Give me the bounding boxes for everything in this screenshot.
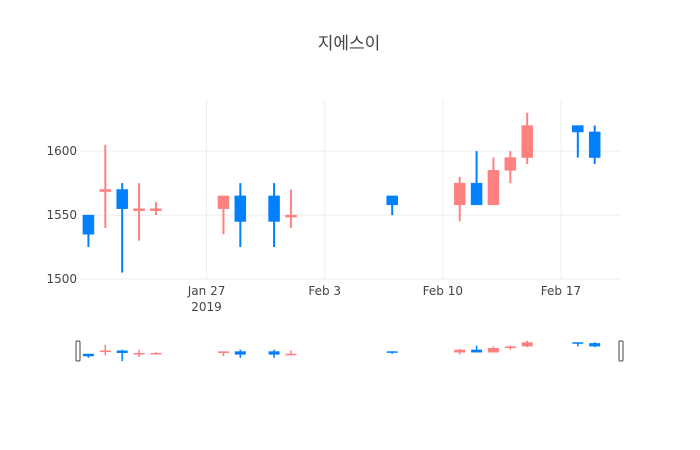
slider-candle-body <box>234 351 246 355</box>
decreasing-candle <box>116 183 128 273</box>
slider-candle <box>572 342 584 347</box>
gridlines <box>80 100 620 280</box>
y-tick-label: 1550 <box>46 208 77 222</box>
y-tick-label: 1600 <box>46 144 77 158</box>
candle-body <box>487 170 500 206</box>
slider-candle-body <box>99 350 111 352</box>
decreasing-candle <box>572 125 584 158</box>
candle-body <box>217 195 230 209</box>
slider-candle-body <box>133 352 145 355</box>
candle-body <box>285 214 297 218</box>
increasing-candle <box>487 157 500 206</box>
slider-candle <box>285 350 297 356</box>
decreasing-candle <box>234 183 247 248</box>
increasing-candle <box>150 202 162 216</box>
slider-candle <box>268 349 280 358</box>
slider-candle-body <box>116 350 128 353</box>
candle-body <box>386 195 398 206</box>
slider-candle-body <box>572 342 584 344</box>
slider-candle-body <box>268 351 280 355</box>
candle-body <box>150 208 162 211</box>
range-slider[interactable] <box>75 340 624 362</box>
y-axis-tick-labels: 1500 1550 1600 <box>46 144 77 286</box>
candle-body <box>521 125 533 158</box>
slider-candle-body <box>589 343 601 347</box>
slider-candle <box>521 340 533 348</box>
candle-body <box>234 195 247 222</box>
candle-body <box>268 195 280 222</box>
x-tick-label: Jan 27 <box>187 284 226 298</box>
slider-candle <box>150 352 162 355</box>
candle-body <box>588 131 601 158</box>
slider-candle-body <box>504 346 516 349</box>
range-slider-right-handle[interactable] <box>618 340 624 362</box>
slider-candle <box>386 351 398 354</box>
candle-body <box>116 189 128 209</box>
increasing-candle <box>521 112 533 164</box>
increasing-candle <box>133 183 145 241</box>
candles <box>82 112 601 273</box>
increasing-candle <box>99 144 112 228</box>
slider-candle <box>82 353 94 358</box>
slider-candle <box>504 345 516 350</box>
slider-candle-body <box>386 351 398 353</box>
slider-candle <box>133 349 145 358</box>
candle-body <box>453 182 466 206</box>
x-tick-label: Feb 3 <box>308 284 341 298</box>
increasing-candle <box>453 176 466 222</box>
increasing-candle <box>285 189 297 228</box>
slider-candle <box>217 351 229 357</box>
slider-candle-body <box>285 353 297 356</box>
increasing-candle <box>504 151 517 184</box>
x-axis-tick-labels: Jan 27 2019 Feb 3 Feb 10 Feb 17 <box>187 284 581 314</box>
decreasing-candle <box>82 214 95 248</box>
candle-body <box>133 208 145 211</box>
slider-candle <box>454 348 466 355</box>
decreasing-candle <box>588 125 601 164</box>
slider-candle <box>234 349 246 358</box>
candle-body <box>99 189 112 192</box>
candle-body <box>504 157 517 171</box>
increasing-candle <box>217 195 230 235</box>
range-slider-left-handle[interactable] <box>75 340 81 362</box>
slider-candle <box>116 349 128 362</box>
x-tick-label: Feb 10 <box>423 284 463 298</box>
chart-title: 지에스이 <box>318 34 381 54</box>
slider-candle-body <box>471 349 483 353</box>
slider-candle-body <box>150 352 162 355</box>
x-tick-sublabel: 2019 <box>191 300 222 314</box>
candle-body <box>82 214 95 235</box>
candle-body <box>470 182 483 206</box>
candle-body <box>572 125 584 133</box>
slider-candle-body <box>82 353 94 357</box>
slider-candle-body <box>217 351 229 353</box>
slider-candle-body <box>487 348 499 353</box>
slider-candle-body <box>454 349 466 353</box>
slider-candle <box>487 346 499 353</box>
slider-candle-body <box>521 342 533 347</box>
decreasing-candle <box>268 183 280 248</box>
slider-candle <box>589 342 601 348</box>
decreasing-candle <box>470 151 483 206</box>
slider-candle <box>471 345 483 353</box>
x-tick-label: Feb 17 <box>541 284 581 298</box>
slider-candle <box>99 344 111 356</box>
y-tick-label: 1500 <box>46 272 77 286</box>
decreasing-candle <box>386 195 398 216</box>
